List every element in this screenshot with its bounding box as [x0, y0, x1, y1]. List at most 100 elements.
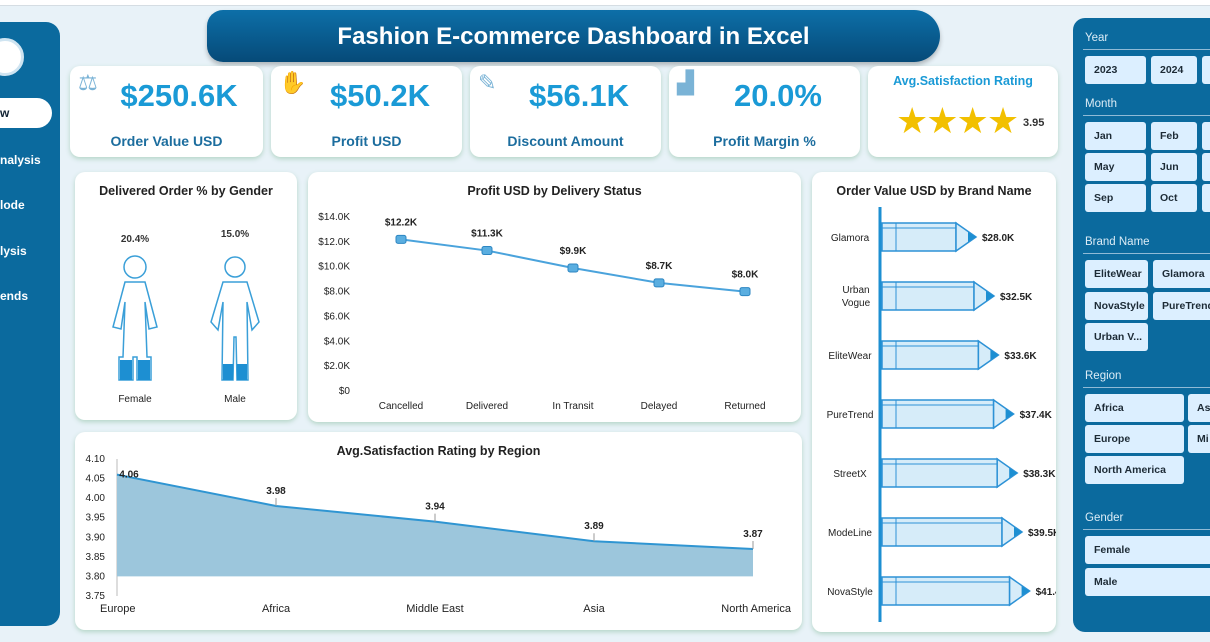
data-label: $41.4K — [1036, 587, 1056, 598]
kpi-label: Discount Amount — [507, 133, 624, 149]
x-tick-label: Africa — [262, 603, 291, 615]
slicer-month-item[interactable]: Ma — [1202, 122, 1210, 150]
bar-point — [1021, 586, 1030, 596]
bar-tip — [1001, 516, 1024, 548]
x-tick-label: Delivered — [466, 401, 508, 412]
bar — [881, 222, 957, 252]
rating-label: Avg.Satisfaction Rating — [893, 74, 1033, 88]
data-label: 15.0% — [221, 229, 249, 240]
slicer-month-item[interactable]: Oct — [1151, 184, 1197, 212]
bar-tip — [1008, 575, 1031, 607]
slicer-title-month: Month — [1085, 98, 1117, 110]
bar — [881, 517, 1003, 547]
data-point — [739, 287, 751, 297]
area-fill — [117, 474, 753, 577]
category-label: Female — [118, 394, 152, 405]
slicer-title-region: Region — [1085, 370, 1122, 382]
slicer-gender-item[interactable]: Male — [1085, 568, 1210, 596]
slicer-month-item[interactable]: Jan — [1085, 122, 1146, 150]
data-label: $8.7K — [646, 261, 673, 272]
data-label: 3.87 — [743, 529, 763, 540]
nav-item-trends[interactable]: ends — [0, 289, 29, 303]
data-label: $37.4K — [1020, 410, 1053, 421]
kpi-profit-margin: ▟ 20.0% Profit Margin % — [669, 66, 860, 157]
bar — [881, 399, 995, 429]
kpi-label: Order Value USD — [110, 133, 223, 149]
slicer-month-item[interactable]: Sep — [1085, 184, 1146, 212]
nav-item-overview[interactable]: w — [0, 98, 52, 128]
x-tick-label: Delayed — [641, 401, 678, 412]
slicer-brand-item[interactable]: PureTrend — [1153, 292, 1210, 320]
category-label: Vogue — [842, 298, 871, 309]
chart-region: Avg.Satisfaction Rating by Region 3.75 3.… — [75, 432, 802, 630]
y-tick-label: 4.05 — [86, 474, 106, 485]
rating-value: 3.95 — [1023, 117, 1045, 129]
nav-item-analysis[interactable]: nalysis — [0, 153, 41, 167]
chart-title: Delivered Order % by Gender — [99, 184, 273, 198]
slicer-title-brand: Brand Name — [1085, 236, 1150, 248]
slicer-title-year: Year — [1085, 32, 1109, 44]
bar-point — [1009, 468, 1018, 478]
y-tick-label: 4.00 — [86, 493, 106, 504]
slicer-region-item[interactable]: Asi — [1188, 394, 1210, 422]
y-tick-label: $12.0K — [318, 237, 350, 248]
kpi-satisfaction: Avg.Satisfaction Rating ★★★★ 3.95 — [868, 66, 1058, 157]
slicer-month-item[interactable]: Jul — [1202, 153, 1210, 181]
category-label: EliteWear — [828, 351, 872, 362]
kpi-value: 20.0% — [734, 78, 822, 113]
slicer-brand-item[interactable]: Urban V... — [1085, 323, 1148, 351]
slicer-gender-item[interactable]: Female — [1085, 536, 1210, 564]
y-tick-label: $8.0K — [324, 287, 350, 298]
category-label: Glamora — [831, 233, 870, 244]
slicer-brand-item[interactable]: Glamora — [1153, 260, 1210, 288]
slicer-brand-item[interactable]: NovaStyle — [1085, 292, 1148, 320]
kpi-label: Profit Margin % — [713, 133, 816, 149]
y-tick-label: $14.0K — [318, 212, 350, 223]
slicer-region-item[interactable]: Africa — [1085, 394, 1184, 422]
bar-tip — [996, 457, 1019, 489]
slicer-region-item[interactable]: North America — [1085, 456, 1184, 484]
gender-pictograph: 20.4% 15.0% Female Male — [112, 229, 260, 405]
discount-icon: ✎ — [478, 70, 497, 95]
bar — [881, 576, 1011, 606]
data-label: 3.98 — [266, 486, 286, 497]
slicer-year-item[interactable]: 20 — [1202, 56, 1210, 84]
y-tick-label: 3.85 — [86, 552, 106, 563]
slicer-year-item[interactable]: 2023 — [1085, 56, 1146, 84]
kpi-value: $250.6K — [120, 78, 238, 113]
slicer-region-item[interactable]: Europe — [1085, 425, 1184, 453]
category-label: ModeLine — [828, 528, 872, 539]
category-label: NovaStyle — [827, 587, 873, 598]
slicer-month-item[interactable]: Feb — [1151, 122, 1197, 150]
slicer-title-gender: Gender — [1085, 512, 1124, 524]
data-label: $8.0K — [732, 270, 759, 281]
logo — [0, 38, 24, 76]
brand-bar-chart: $28.0K Glamora $32.5K Urban Vogue $33.6K Elite… — [827, 207, 1056, 622]
nav-item-analysis-2[interactable]: lysis — [0, 244, 27, 258]
bar-tip — [955, 221, 978, 253]
bar-tip — [973, 280, 996, 312]
category-label: Urban — [842, 285, 869, 296]
bar-point — [968, 232, 976, 242]
data-point — [395, 234, 407, 244]
slicer-region-item[interactable]: Mi — [1188, 425, 1210, 453]
slicer-month-item[interactable]: May — [1085, 153, 1146, 181]
slicer-month-item[interactable]: Jun — [1151, 153, 1197, 181]
x-tick-label: Europe — [100, 603, 135, 615]
nav-item-mode[interactable]: lode — [0, 198, 25, 212]
female-figure-icon — [112, 255, 158, 381]
bar-point — [1005, 409, 1014, 419]
y-tick-label: $4.0K — [324, 336, 350, 347]
y-tick-label: $0 — [339, 386, 351, 397]
data-label: $33.6K — [1004, 351, 1037, 362]
data-label: $9.9K — [560, 246, 587, 257]
male-figure-icon — [210, 256, 260, 381]
category-label: StreetX — [833, 469, 867, 480]
slicer-year-item[interactable]: 2024 — [1151, 56, 1197, 84]
y-tick-label: 3.90 — [86, 532, 106, 543]
slicer-brand-item[interactable]: EliteWear — [1085, 260, 1148, 288]
data-point — [653, 278, 665, 288]
slicer-month-item[interactable]: No — [1202, 184, 1210, 212]
data-label: $38.3K — [1023, 469, 1056, 480]
x-tick-label: Middle East — [406, 603, 463, 615]
